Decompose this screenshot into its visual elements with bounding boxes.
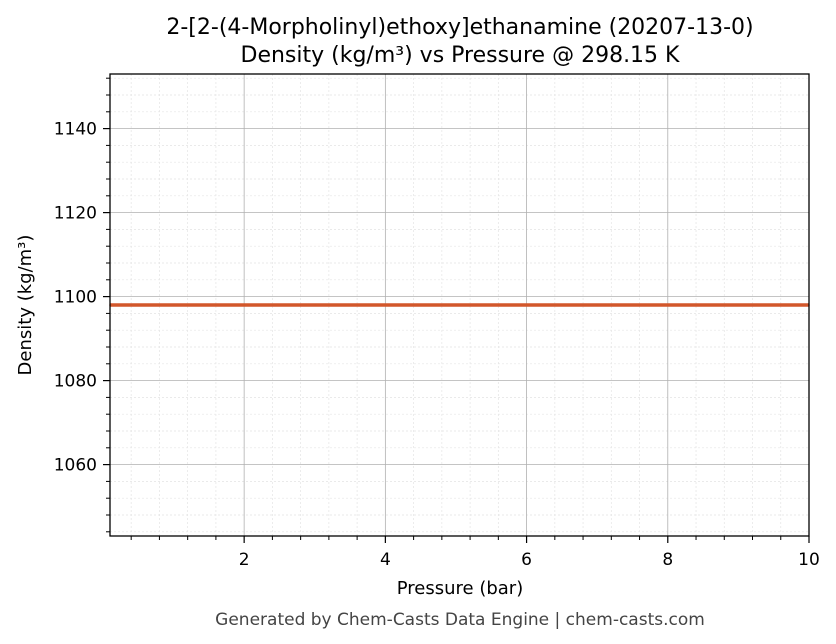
y-axis-label: Density (kg/m³) xyxy=(15,235,36,376)
density-data-point xyxy=(525,304,528,306)
density-data-point xyxy=(313,304,316,306)
plot-frame xyxy=(109,73,810,537)
x-tick-label: 2 xyxy=(239,550,250,570)
density-data-point xyxy=(455,304,457,306)
chart-title: 2-[2-(4-Morpholinyl)ethoxy]ethanamine (2… xyxy=(166,15,753,40)
x-axis-ticks: 2 4 6 8 10 xyxy=(130,536,820,570)
density-data-point xyxy=(666,304,669,306)
density-data-point xyxy=(596,304,598,306)
y-axis-ticks: 1060 1080 1100 1120 1140 xyxy=(54,77,110,533)
density-data-point xyxy=(243,304,245,306)
y-tick-label: 1060 xyxy=(54,456,97,476)
minor-grid xyxy=(110,74,809,536)
density-data-point xyxy=(172,304,175,306)
y-tick-label: 1140 xyxy=(54,120,97,140)
density-data-point xyxy=(384,304,387,306)
y-tick-label: 1100 xyxy=(54,288,97,308)
y-tick-label: 1120 xyxy=(54,204,97,224)
x-axis-label: Pressure (bar) xyxy=(397,578,523,599)
x-tick-label: 6 xyxy=(521,550,532,570)
chart-subtitle: Density (kg/m³) vs Pressure @ 298.15 K xyxy=(241,43,681,68)
x-tick-label: 4 xyxy=(380,550,391,570)
x-tick-label: 10 xyxy=(798,550,820,570)
footer-credit: Generated by Chem-Casts Data Engine | ch… xyxy=(215,610,705,630)
density-data-point xyxy=(737,304,740,306)
x-tick-label: 8 xyxy=(662,550,673,570)
series-layer xyxy=(109,303,810,307)
y-tick-label: 1080 xyxy=(54,372,97,392)
